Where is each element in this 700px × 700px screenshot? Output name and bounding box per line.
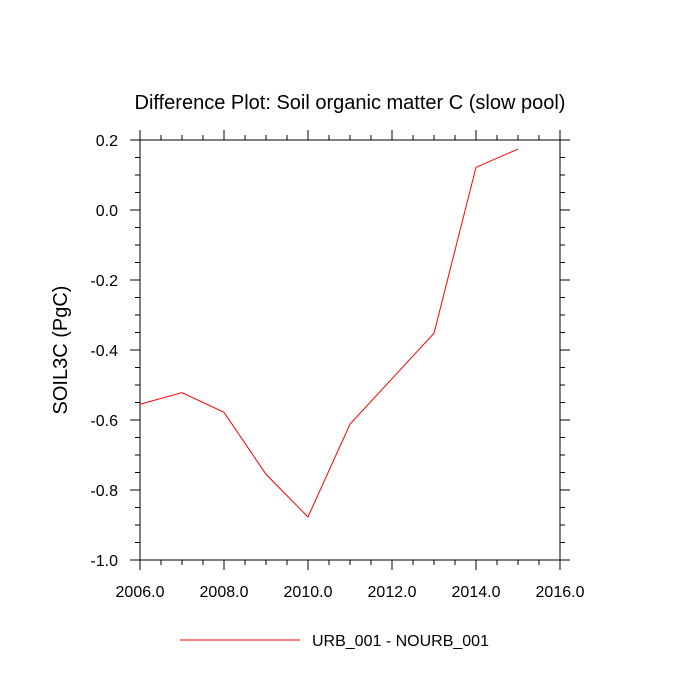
y-tick-label: -0.4 bbox=[90, 343, 118, 360]
y-tick-label: -0.6 bbox=[90, 413, 118, 430]
y-tick-label: -1.0 bbox=[90, 553, 118, 570]
y-tick-label: 0.0 bbox=[96, 203, 118, 220]
x-tick-label: 2014.0 bbox=[452, 584, 501, 601]
plot-area: 2006.0 2008.0 2010.0 2012.0 2014.0 2016.0 0.2 0… bbox=[90, 130, 585, 650]
series-line bbox=[139, 148, 519, 518]
y-tick-label: -0.8 bbox=[90, 483, 118, 500]
x-tick-label: 2006.0 bbox=[116, 584, 165, 601]
x-tick-label: 2010.0 bbox=[284, 584, 333, 601]
legend-label: URB_001 - NOURB_001 bbox=[312, 633, 489, 650]
y-tick-label: 0.2 bbox=[96, 133, 118, 150]
x-tick-label: 2012.0 bbox=[368, 584, 417, 601]
x-tick-label: 2008.0 bbox=[200, 584, 249, 601]
x-tick-label: 2016.0 bbox=[536, 584, 585, 601]
y-tick-label: -0.2 bbox=[90, 273, 118, 290]
chart-title: Difference Plot: Soil organic matter C (… bbox=[135, 92, 566, 114]
y-axis-label: SOIL3C (PgC) bbox=[50, 286, 72, 415]
plot-frame bbox=[139, 139, 561, 561]
